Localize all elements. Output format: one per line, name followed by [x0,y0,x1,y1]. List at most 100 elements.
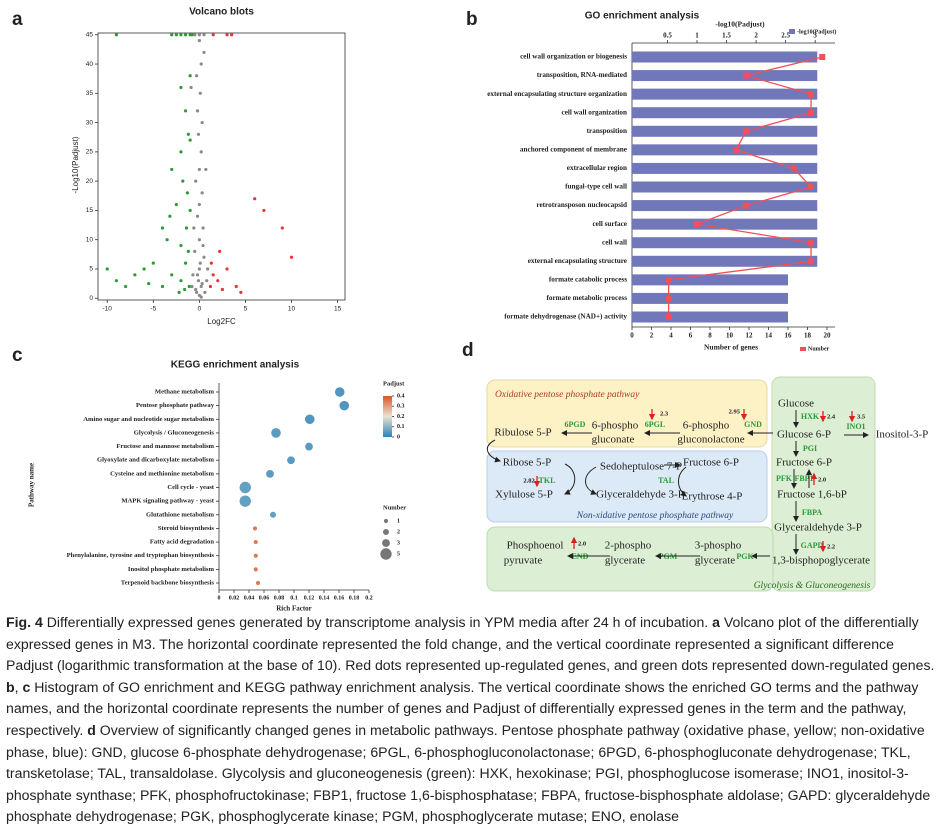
point [188,138,192,142]
point [239,290,243,294]
metabolite: Ribulose 5-P [494,427,551,439]
bar [632,162,818,174]
panel-letter: c [12,345,23,366]
point [220,287,225,292]
size-legend-label: 5 [397,551,400,557]
y-tick-label: 20 [86,178,94,185]
point [114,33,119,37]
x-tick-label: 10 [726,332,734,340]
point [197,33,201,37]
point [191,273,195,277]
bar [632,200,818,212]
point [114,279,119,283]
y-tick-label: Fatty acid degradation [150,539,214,546]
size-legend-mark [383,518,389,524]
enzyme: 6PGL [645,420,665,429]
x-tick-label: 0.2 [365,595,373,601]
point [225,267,229,271]
point [253,197,257,201]
fold-change: 2.2 [827,543,835,550]
point [133,273,137,277]
bubble [255,580,261,586]
y-tick-label: external encapsulating structure organiz… [487,90,627,98]
y-tick-label: Pentose phosphate pathway [136,402,215,409]
metabolite: 6-phospho [683,420,730,432]
bar [632,292,788,304]
point [181,179,185,183]
caption-bold: a [712,614,720,630]
bubble [287,456,295,465]
point [199,150,203,154]
point [199,295,203,299]
caption-text: , [14,678,23,695]
point [196,132,201,136]
metabolite: Glucose 6-P [777,429,831,441]
x-tick-label: -5 [150,306,156,313]
y-tick-label: fungal-type cell wall [565,183,627,191]
fold-change: 2.3 [660,410,669,417]
bar [632,88,818,100]
size-legend-mark [383,529,389,535]
y-tick-label: Terpenoid backbone biosynthesis [121,580,215,587]
y-tick-label: cell surface [592,220,627,228]
size-legend-mark [380,548,392,560]
point [195,74,199,78]
bar [632,255,818,267]
point [289,255,294,259]
size-legend-title: Number [383,504,406,511]
point [193,33,197,37]
colorbar-title: Padjust [383,380,405,387]
y-tick-label: Glycolysis / Gluconeogenesis [134,429,215,436]
y-tick-label: anchored component of membrane [520,146,627,154]
point [179,243,183,248]
x-tick-label: 6 [689,332,693,340]
x-tick-label: 16 [785,332,793,340]
oxidative-box [486,379,768,448]
bubble [271,428,281,438]
y-tick-label: transposition, RNA-mediated [537,71,627,79]
x2-tick-label: 2.5 [781,32,790,40]
y-tick-label: cell wall [602,238,627,246]
point [211,273,215,277]
y-tick-label: Glutathione metabolism [146,511,214,518]
fold-change: 2.82 [523,477,534,484]
x2-axis-label: -log10(Padjust) [715,20,765,29]
caption-text: Overview of significantly changed genes … [6,721,931,825]
x-tick-label: 20 [824,332,832,340]
point [198,261,202,265]
size-legend-label: 1 [397,518,400,524]
enzyme: TKL [539,476,556,485]
x-tick-label: 0.12 [304,595,315,601]
x-tick-label: 0.06 [259,595,270,601]
x-tick-label: 0 [198,306,202,313]
x-tick-label: 0.1 [290,595,298,601]
metabolite: Xylulose 5-P [495,489,553,501]
caption-text: Differentially expressed genes generated… [42,614,713,630]
x2-tick-label: 2 [754,32,758,40]
metabolite: 2-phospho [605,540,652,552]
metabolite: Fructose 1,6-bP [777,489,847,501]
non-oxidative-box [486,450,768,523]
bubble [239,495,251,507]
y-axis-label: Pathway name [28,463,36,507]
y-tick-label: Methane metabolism [155,389,215,396]
y-tick-label: retrotransposon nucleocapsid [536,201,627,209]
point [187,284,191,289]
caption-bold: d [87,721,96,738]
fold-change: 3.5 [857,413,866,420]
y-tick-label: cell wall organization [562,108,627,116]
line-marker [808,91,815,98]
size-legend-label: 3 [397,540,400,546]
legend-swatch [789,29,795,34]
metabolite: 3-phospho [695,540,742,552]
point [183,287,187,292]
x-axis-label: Log2FC [207,317,236,326]
bar [632,237,818,249]
y-tick-label: MAPK signaling pathway - yeast [121,498,214,505]
point [105,267,109,271]
point [218,249,222,254]
caption-bold: Fig. 4 [6,614,43,630]
chart-title: GO enrichment analysis [585,11,700,22]
bar [632,107,818,119]
y-tick-label: 5 [89,266,93,273]
